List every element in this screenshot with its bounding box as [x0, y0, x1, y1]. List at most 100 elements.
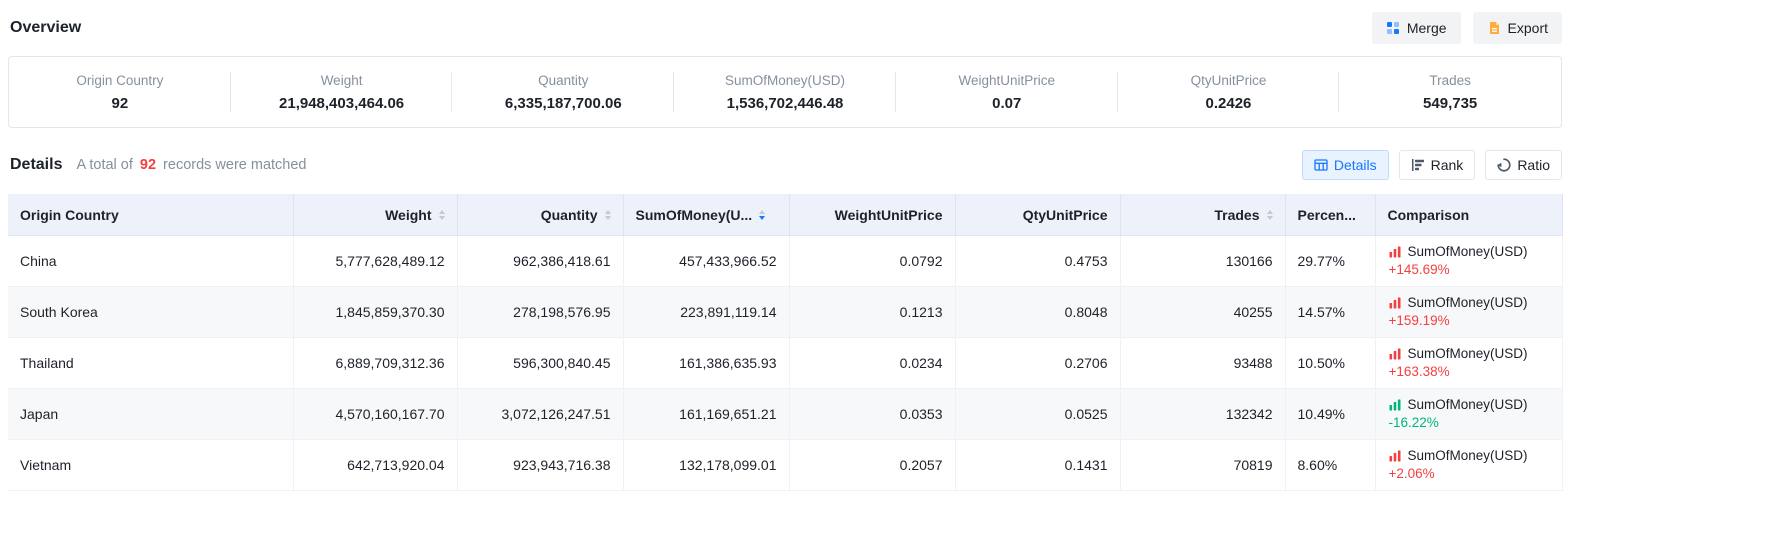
col-label: Quantity [540, 206, 598, 223]
cell-trades: 70819 [1120, 439, 1286, 491]
trend-chart-icon [1388, 245, 1402, 259]
details-title: Details [10, 156, 63, 173]
col-label: QtyUnitPrice [1022, 206, 1108, 223]
comparison-label: SumOfMoney(USD) [1407, 244, 1528, 259]
cell-weight-unit-price: 0.1213 [789, 286, 956, 338]
tab-details[interactable]: Details [1301, 150, 1389, 180]
col-label: Comparison [1387, 206, 1470, 223]
stat-label: Quantity [538, 72, 589, 88]
merge-button[interactable]: Merge [1371, 12, 1461, 44]
comparison-change: +2.06% [1388, 466, 1435, 481]
stat-sum-of-money: SumOfMoney(USD) 1,536,702,446.48 [674, 71, 896, 114]
topbar-actions: Merge Export [1371, 12, 1562, 44]
records-summary: A total of 92 records were matched [76, 157, 306, 173]
cell-percent: 8.60% [1285, 439, 1376, 491]
cell-weight-unit-price: 0.2057 [789, 439, 956, 491]
rank-bars-icon [1411, 158, 1425, 172]
sort-icons[interactable] [438, 209, 445, 220]
export-file-icon [1487, 21, 1501, 35]
export-button[interactable]: Export [1472, 12, 1562, 44]
col-label: Origin Country [20, 206, 119, 223]
stat-label: SumOfMoney(USD) [725, 72, 846, 88]
col-header-sum-of-money[interactable]: SumOfMoney(U... [623, 194, 790, 236]
stat-value: 549,735 [1423, 94, 1478, 112]
export-button-label: Export [1507, 20, 1548, 36]
col-header-weight[interactable]: Weight [293, 194, 458, 236]
cell-origin-country: Japan [8, 388, 294, 440]
cell-weight-unit-price: 0.0353 [789, 388, 956, 440]
tab-details-label: Details [1333, 157, 1377, 173]
cell-sum-of-money: 223,891,119.14 [623, 286, 790, 338]
cell-percent: 14.57% [1285, 286, 1376, 338]
comparison: SumOfMoney(USD) +163.38% [1388, 344, 1550, 381]
cell-qty-unit-price: 0.4753 [955, 235, 1121, 287]
stat-weight: Weight 21,948,403,464.06 [231, 71, 453, 114]
cell-comparison: SumOfMoney(USD) +2.06% [1375, 439, 1563, 491]
col-header-origin-country: Origin Country [8, 194, 294, 236]
col-header-weight-unit-price: WeightUnitPrice [789, 194, 956, 236]
details-table: Origin Country Weight Quantity [8, 194, 1563, 491]
cell-quantity: 278,198,576.95 [457, 286, 624, 338]
sort-asc-icon [438, 209, 445, 214]
cell-weight: 642,713,920.04 [293, 439, 458, 491]
cell-sum-of-money: 132,178,099.01 [623, 439, 790, 491]
cell-origin-country: South Korea [8, 286, 294, 338]
table-header-row: Origin Country Weight Quantity [8, 194, 1563, 236]
overview-stats-card: Origin Country 92 Weight 21,948,403,464.… [8, 56, 1562, 128]
comparison-label: SumOfMoney(USD) [1407, 346, 1528, 361]
stat-qty-unit-price: QtyUnitPrice 0.2426 [1118, 71, 1340, 114]
cell-sum-of-money: 161,169,651.21 [623, 388, 790, 440]
cell-origin-country: Thailand [8, 337, 294, 389]
view-switch: Details Rank Ratio [1301, 150, 1562, 180]
cell-quantity: 596,300,840.45 [457, 337, 624, 389]
col-label: Weight [385, 206, 432, 223]
cell-weight: 5,777,628,489.12 [293, 235, 458, 287]
trend-chart-icon [1388, 347, 1402, 361]
table-row: China 5,777,628,489.12 962,386,418.61 45… [8, 235, 1563, 287]
cell-comparison: SumOfMoney(USD) -16.22% [1375, 388, 1563, 440]
cell-qty-unit-price: 0.2706 [955, 337, 1121, 389]
col-header-percent: Percen... [1285, 194, 1376, 236]
summary-suffix: records were matched [163, 157, 307, 173]
summary-count: 92 [139, 157, 157, 173]
merge-button-label: Merge [1406, 20, 1447, 36]
col-header-trades[interactable]: Trades [1120, 194, 1286, 236]
cell-percent: 10.50% [1285, 337, 1376, 389]
cell-qty-unit-price: 0.8048 [955, 286, 1121, 338]
cell-quantity: 962,386,418.61 [457, 235, 624, 287]
cell-sum-of-money: 161,386,635.93 [623, 337, 790, 389]
cell-quantity: 923,943,716.38 [457, 439, 624, 491]
col-header-comparison: Comparison [1375, 194, 1563, 236]
cell-percent: 29.77% [1285, 235, 1376, 287]
tab-ratio-label: Ratio [1517, 157, 1550, 173]
cell-weight-unit-price: 0.0234 [789, 337, 956, 389]
details-bar: Details A total of 92 records were match… [10, 148, 1562, 182]
cell-weight: 4,570,160,167.70 [293, 388, 458, 440]
cell-quantity: 3,072,126,247.51 [457, 388, 624, 440]
stat-trades: Trades 549,735 [1339, 71, 1561, 114]
cell-qty-unit-price: 0.0525 [955, 388, 1121, 440]
ratio-pie-icon [1497, 158, 1511, 172]
sort-icons[interactable] [604, 209, 611, 220]
comparison-change: +145.69% [1388, 262, 1450, 277]
topbar: Overview Merge Export [8, 0, 1562, 56]
cell-origin-country: Vietnam [8, 439, 294, 491]
cell-percent: 10.49% [1285, 388, 1376, 440]
sort-desc-icon [1266, 215, 1273, 220]
tab-rank[interactable]: Rank [1398, 150, 1476, 180]
tab-ratio[interactable]: Ratio [1485, 150, 1562, 180]
table-grid-icon [1314, 158, 1328, 172]
sort-icons[interactable] [759, 209, 766, 220]
page-title: Overview [10, 19, 82, 36]
col-label: Percen... [1297, 206, 1356, 223]
trend-chart-icon [1388, 449, 1402, 463]
sort-icons[interactable] [1266, 209, 1273, 220]
comparison-label: SumOfMoney(USD) [1407, 295, 1528, 310]
cell-weight-unit-price: 0.0792 [789, 235, 956, 287]
col-label: Trades [1214, 206, 1260, 223]
table-row: Japan 4,570,160,167.70 3,072,126,247.51 … [8, 388, 1563, 440]
sort-desc-icon [604, 215, 611, 220]
cell-sum-of-money: 457,433,966.52 [623, 235, 790, 287]
col-header-quantity[interactable]: Quantity [457, 194, 624, 236]
tab-rank-label: Rank [1430, 157, 1464, 173]
